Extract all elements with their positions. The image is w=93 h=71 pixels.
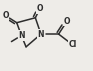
Text: O: O xyxy=(2,11,9,20)
Text: Cl: Cl xyxy=(68,40,77,49)
Text: N: N xyxy=(38,30,44,39)
Text: N: N xyxy=(18,31,25,40)
Text: O: O xyxy=(37,4,43,13)
Text: O: O xyxy=(64,17,70,26)
